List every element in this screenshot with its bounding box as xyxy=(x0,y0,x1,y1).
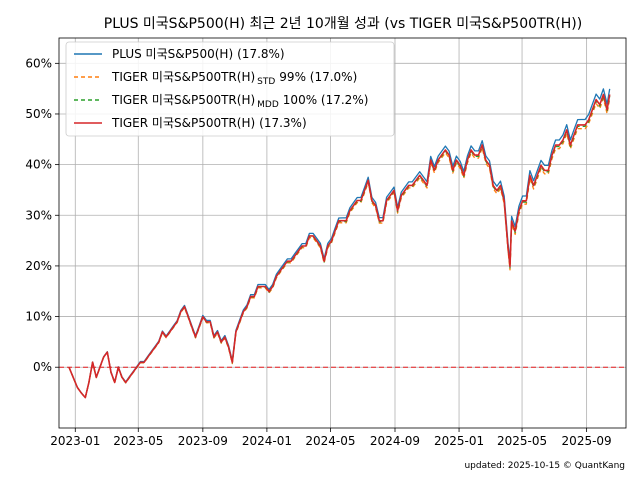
chart-title: PLUS 미국S&P500(H) 최근 2년 10개월 성과 (vs TIGER… xyxy=(104,16,582,32)
footer-updated: updated: 2025-10-15 © QuantKang xyxy=(464,461,625,471)
x-tick-label: 2025-05 xyxy=(497,434,547,448)
legend-label-3: TIGER 미국S&P500TR(H) (17.3%) xyxy=(111,116,307,130)
legend-suffix: (17.8%) xyxy=(237,47,284,61)
legend-suffix: 100% (17.2%) xyxy=(283,93,369,107)
legend-label-2: TIGER 미국S&P500TR(H) MDD 100% (17.2%) xyxy=(111,93,368,110)
legend-label-1: TIGER 미국S&P500TR(H) STD 99% (17.0%) xyxy=(111,70,357,87)
x-tick-label: 2023-05 xyxy=(113,434,163,448)
legend-main: TIGER 미국S&P500TR(H) xyxy=(111,70,255,84)
y-tick-label: 20% xyxy=(25,259,52,273)
legend-suffix: 99% (17.0%) xyxy=(279,70,357,84)
legend: PLUS 미국S&P500(H) (17.8%) TIGER 미국S&P500TR(… xyxy=(65,41,395,137)
x-tick-label: 2025-01 xyxy=(434,434,484,448)
plot-frame xyxy=(58,37,627,429)
x-tick-label: 2023-09 xyxy=(178,434,228,448)
x-tick-label: 2023-01 xyxy=(50,434,100,448)
legend-suffix: (17.3%) xyxy=(259,116,306,130)
y-tick-label: 60% xyxy=(25,56,52,70)
legend-sub: STD xyxy=(257,77,275,87)
x-tick-label: 2024-09 xyxy=(370,434,420,448)
y-tick-label: 10% xyxy=(25,310,52,324)
x-tick-label: 2024-05 xyxy=(305,434,355,448)
y-tick-label: 50% xyxy=(25,107,52,121)
legend-main: PLUS 미국S&P500(H) xyxy=(112,47,233,61)
legend-main: TIGER 미국S&P500TR(H) xyxy=(111,116,255,130)
legend-main: TIGER 미국S&P500TR(H) xyxy=(111,93,255,107)
x-axis-ticks: 2023-01 2023-05 2023-09 2024-01 2024-05 2024-… xyxy=(50,428,612,448)
legend-box xyxy=(65,41,395,137)
y-tick-label: 30% xyxy=(25,208,52,222)
y-tick-label: 40% xyxy=(25,158,52,172)
y-tick-label: 0% xyxy=(33,360,52,374)
legend-sub: MDD xyxy=(257,100,279,110)
series-line-3 xyxy=(68,93,611,399)
x-tick-label: 2025-09 xyxy=(562,434,612,448)
x-tick-label: 2024-01 xyxy=(242,434,292,448)
series-layer xyxy=(68,88,611,399)
legend-label-0: PLUS 미국S&P500(H) (17.8%) xyxy=(112,47,285,61)
y-axis-ticks: 0% 10% 20% 30% 40% 50% 60% xyxy=(25,56,59,374)
